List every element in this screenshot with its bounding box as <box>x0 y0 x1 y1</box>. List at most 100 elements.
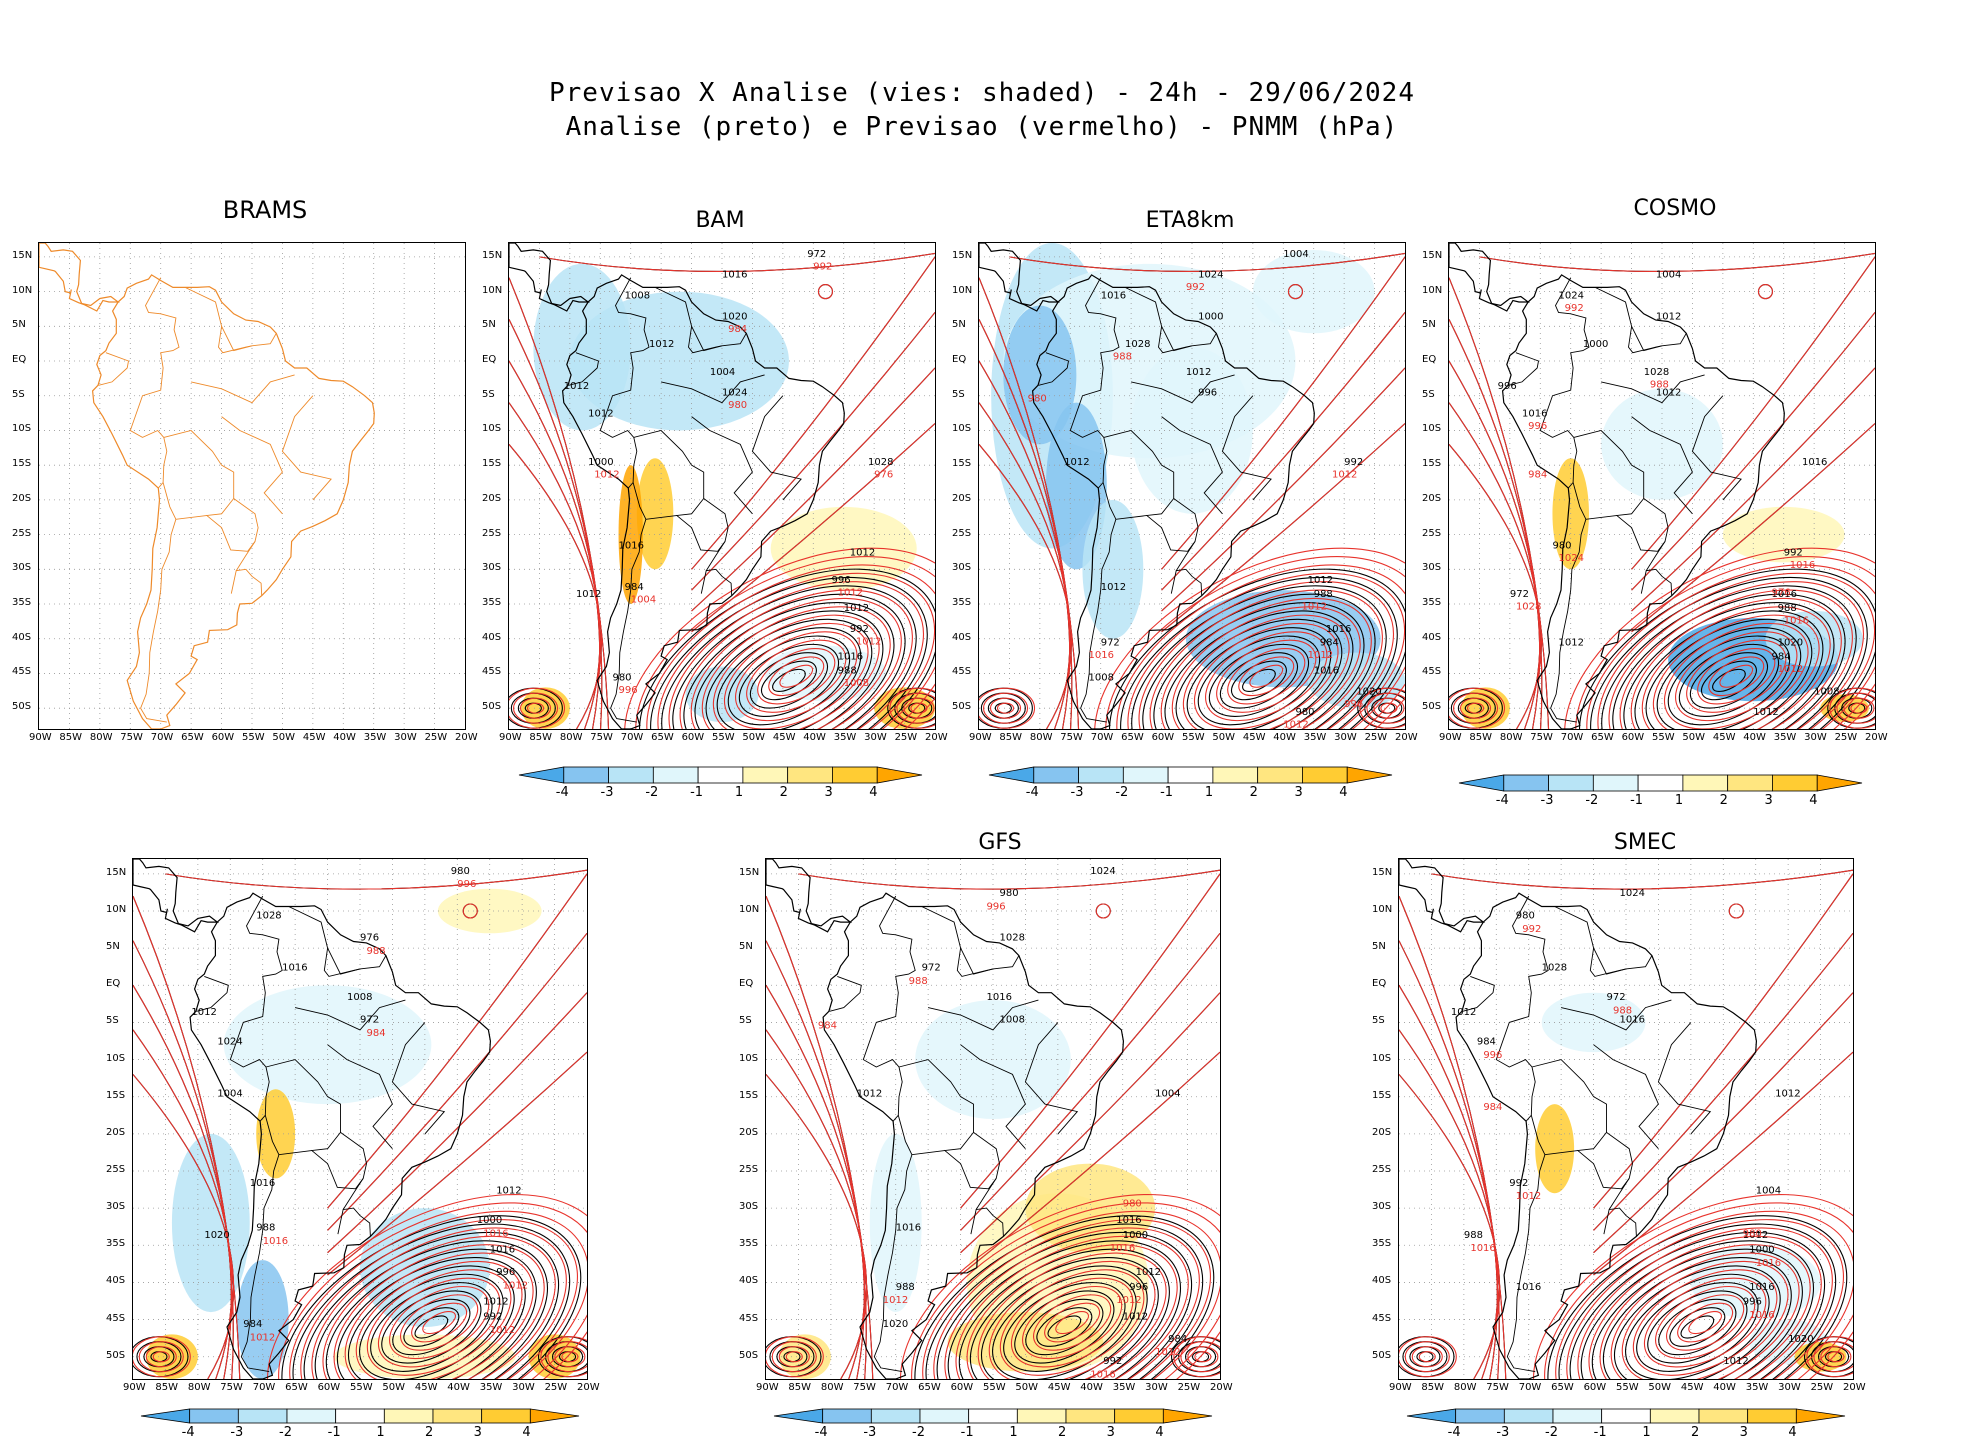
country-border <box>568 352 600 386</box>
map-panel5: 1016 1012 1012 1016 1012 1016 1020 1024 1028 1008… <box>132 858 588 1380</box>
lon-tick-label: 40W <box>803 732 826 743</box>
eta8km-contour-label: 1028 <box>1125 339 1150 350</box>
bam-contour-label: 1016 <box>619 540 644 551</box>
bias-shading <box>256 1089 296 1179</box>
country-border <box>1608 1178 1630 1210</box>
lat-tick-label: 25S <box>952 527 972 539</box>
cosmo-contour-label: 988 <box>1650 379 1669 390</box>
colorbar-segment <box>1455 1408 1505 1424</box>
colorbar-segment <box>335 1408 385 1424</box>
lat-tick-label: 50S <box>482 701 502 713</box>
bam-contour-label: 1012 <box>588 409 613 420</box>
bam-contour-label: 992 <box>850 624 869 635</box>
lon-tick-label: 55W <box>350 1382 373 1393</box>
lat-tick-label: 5N <box>952 319 966 331</box>
lon-tick-label: 30W <box>1804 732 1827 743</box>
country-border <box>1038 352 1070 386</box>
panel5-contour-label: 1008 <box>347 992 372 1003</box>
country-border <box>1554 906 1653 975</box>
colorbar-segment <box>237 1408 288 1424</box>
colorbar-segment <box>1162 1408 1213 1424</box>
country-border <box>1603 1207 1637 1237</box>
colorbar-segment <box>1816 774 1863 792</box>
lon-tick-label: 90W <box>499 732 522 743</box>
lat-tick-label: 5S <box>106 1015 119 1027</box>
colorbar-eta8km: -4 -3 -2 -1 1 2 3 4 <box>988 766 1393 816</box>
country-border <box>654 286 747 352</box>
lon-tick-label: 80W <box>187 1382 211 1393</box>
country-border <box>688 326 723 354</box>
lon-tick-label: 70W <box>885 1382 909 1393</box>
colorbar-panel5: -4 -3 -2 -1 1 2 3 4 <box>140 1408 580 1440</box>
bias-shading <box>1082 499 1144 639</box>
gfs-contour-label: 1012 <box>857 1089 882 1100</box>
lat-tick-label: 15S <box>739 1089 759 1101</box>
country-border <box>229 895 283 1122</box>
cosmo-contour-label: 1008 <box>1814 686 1839 697</box>
cosmo-contour-label: 1016 <box>1784 615 1809 626</box>
bias-shading <box>1252 249 1375 334</box>
country-border <box>1124 286 1217 352</box>
lat-tick-label: 40S <box>952 631 972 643</box>
country-border <box>751 395 802 501</box>
lon-tick-label: 20W <box>925 732 948 743</box>
colorbar-label: 3 <box>1294 785 1303 800</box>
panel-title-brams: BRAMS <box>222 196 308 224</box>
lat-tick-label: 10N <box>482 284 503 296</box>
colorbar-segment <box>383 1408 434 1424</box>
smec-contour-label: 1016 <box>1756 1258 1781 1269</box>
smec-contour-label: 1016 <box>1749 1282 1774 1293</box>
smec-contour-label: 1012 <box>1516 1191 1541 1202</box>
south-america-coastline <box>189 892 492 1379</box>
lat-tick-label: 50S <box>1372 1349 1392 1361</box>
lon-tick-label: 70W <box>252 1382 276 1393</box>
lon-tick-label: 45W <box>1680 1382 1704 1393</box>
bam-map-canvas: 1016 1012 1012 1012 1012 1016 1016 1012 1012 1008… <box>509 243 935 729</box>
country-border <box>230 568 263 596</box>
lon-tick-label: 50W <box>382 1382 406 1393</box>
colorbar-segment <box>1548 774 1594 792</box>
eta8km-contour-label: 1008 <box>1089 672 1114 683</box>
eta8km-contour-label: 1012 <box>1283 720 1308 729</box>
cosmo-contour-label: 1028 <box>1516 602 1541 613</box>
eta8km-contour-label: 1012 <box>1064 457 1089 468</box>
country-border <box>1561 999 1672 1031</box>
lat-tick-label: 40S <box>12 631 32 643</box>
lat-tick-label: 20S <box>12 492 32 504</box>
bam-contour-label: 980 <box>612 672 631 683</box>
south-america-coastline <box>561 274 845 729</box>
country-border <box>1577 1132 1633 1190</box>
south-america-coastline <box>91 274 375 729</box>
bam-contour-label: 1008 <box>844 678 869 689</box>
map-smec: 1016 1012 1012 1016 1012 1016 1020 1024 1028 1012… <box>1398 858 1854 1380</box>
eta8km-contour-label: 1016 <box>1326 624 1351 635</box>
country-border <box>705 541 726 571</box>
lat-tick-label: 25S <box>106 1164 126 1175</box>
colorbar-label: -4 <box>1025 785 1039 800</box>
lon-tick-label: 85W <box>529 732 553 743</box>
lat-tick-label: 15N <box>1422 249 1443 261</box>
cosmo-contour-label: 1020 <box>1778 638 1803 649</box>
colorbar-segment <box>870 1408 921 1424</box>
colorbar-label: 4 <box>1788 1425 1797 1440</box>
colorbar-segment <box>189 1408 239 1424</box>
lat-tick-label: 5N <box>12 319 26 331</box>
country-border <box>661 374 765 404</box>
bias-shading <box>764 645 887 702</box>
colorbar-label: 3 <box>473 1425 482 1440</box>
bias-shading <box>1690 1245 1821 1320</box>
lon-tick-label: 60W <box>1583 1382 1607 1393</box>
lon-tick-label: 35W <box>1773 732 1797 743</box>
country-border <box>162 430 235 520</box>
eta8km-contour-label: 1012 <box>1308 575 1333 586</box>
colorbar-segment <box>1257 766 1303 784</box>
lon-tick-label: 90W <box>1389 1382 1412 1393</box>
lon-tick-label: 90W <box>1439 732 1462 743</box>
panel5-contour-label: 972 <box>360 1014 379 1025</box>
colorbar-label: -1 <box>690 785 704 800</box>
country-border <box>873 1154 913 1373</box>
cosmo-contour-label: 1004 <box>1656 270 1681 281</box>
lon-tick-label: 30W <box>1778 1382 1801 1393</box>
lon-tick-label: 75W <box>590 732 613 743</box>
bam-contour-label: 1012 <box>856 636 881 647</box>
